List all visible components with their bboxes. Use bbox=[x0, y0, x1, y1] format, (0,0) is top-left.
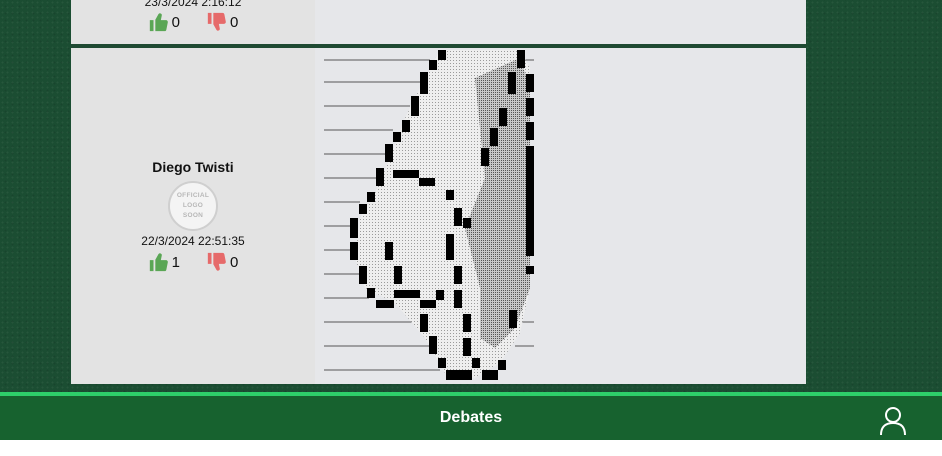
profile-button[interactable] bbox=[880, 406, 906, 441]
author-avatar: OFFICIAL LOGO SOON bbox=[168, 181, 218, 231]
like-count: 1 bbox=[171, 253, 180, 271]
dislike-count: 0 bbox=[230, 253, 239, 271]
bottom-strip bbox=[0, 440, 942, 456]
post-author-panel: Diego Twisti OFFICIAL LOGO SOON 22/3/202… bbox=[71, 48, 315, 384]
vote-bar: 1 0 bbox=[148, 251, 238, 273]
dislike-count: 0 bbox=[230, 13, 239, 31]
footer-nav: Debates bbox=[0, 392, 942, 440]
user-icon bbox=[880, 407, 906, 436]
post-author-panel: 23/3/2024 2:16:12 0 0 bbox=[71, 0, 315, 44]
author-name[interactable]: Diego Twisti bbox=[152, 159, 234, 175]
thumbs-up-icon bbox=[149, 13, 168, 32]
post-content bbox=[315, 48, 806, 384]
footer-title[interactable]: Debates bbox=[439, 409, 503, 426]
post-date: 22/3/2024 22:51:35 bbox=[141, 234, 245, 248]
post-date: 23/3/2024 2:16:12 bbox=[144, 0, 242, 9]
post-current: Diego Twisti OFFICIAL LOGO SOON 22/3/202… bbox=[71, 48, 806, 384]
logo-line: LOGO bbox=[182, 202, 204, 209]
like-count: 0 bbox=[171, 13, 180, 31]
post-content bbox=[315, 0, 806, 44]
thumbs-down-icon bbox=[207, 252, 226, 271]
dislike-button[interactable]: 0 bbox=[206, 251, 238, 273]
like-button[interactable]: 1 bbox=[148, 251, 180, 273]
thumbs-down-icon bbox=[207, 12, 226, 31]
post-previous: 23/3/2024 2:16:12 0 0 bbox=[71, 0, 806, 44]
vote-bar: 0 0 bbox=[148, 11, 238, 33]
like-button[interactable]: 0 bbox=[148, 11, 180, 33]
post-divider bbox=[71, 44, 806, 48]
ascii-art-image bbox=[324, 50, 534, 380]
logo-line: SOON bbox=[182, 212, 204, 219]
logo-line: OFFICIAL bbox=[176, 192, 210, 199]
thumbs-up-icon bbox=[149, 253, 168, 272]
dislike-button[interactable]: 0 bbox=[206, 11, 238, 33]
